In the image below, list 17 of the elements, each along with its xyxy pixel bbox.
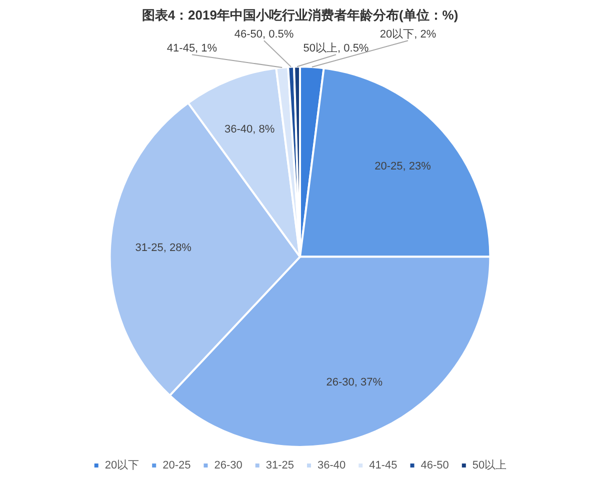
legend-label: 20-25	[162, 460, 191, 472]
data-label: 36-40, 8%	[224, 124, 275, 136]
legend-label: 26-30	[214, 460, 242, 472]
legend-label: 41-45	[369, 460, 398, 472]
legend-label: 31-25	[266, 460, 294, 472]
data-label: 20以下, 2%	[380, 28, 436, 41]
data-label: 31-25, 28%	[135, 242, 192, 254]
legend-label: 36-40	[318, 460, 346, 472]
data-label: 26-30, 37%	[326, 376, 383, 389]
data-label: 41-45, 1%	[166, 42, 218, 55]
data-label: 20-25, 23%	[374, 160, 432, 172]
legend-label: 46-50	[420, 460, 449, 472]
chart-title: 图表4：2019年中国小吃行业消费者年龄分布(单位：%)	[142, 7, 458, 22]
legend-label: 50以上	[472, 458, 507, 472]
legend-label: 20以下	[104, 458, 140, 472]
data-label: 46-50, 0.5%	[234, 28, 294, 41]
data-label: 50以上, 0.5%	[303, 42, 369, 55]
